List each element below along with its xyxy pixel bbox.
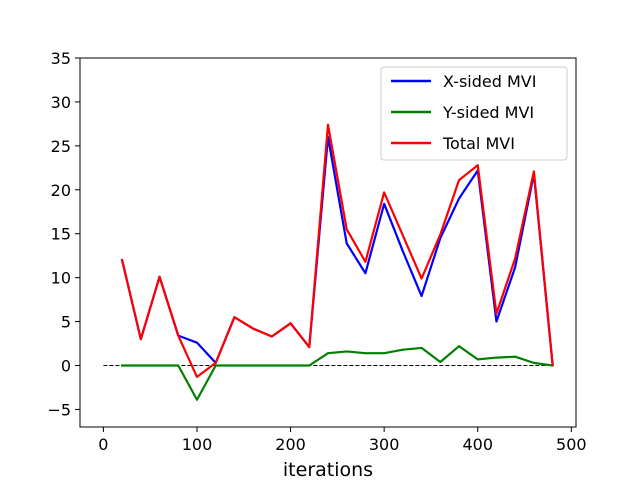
series-line-y-sided-mvi xyxy=(121,345,554,401)
y-tick-label: −5 xyxy=(47,400,71,419)
y-tick-label: 20 xyxy=(51,181,71,200)
y-tick-label: 15 xyxy=(51,225,71,244)
legend-box xyxy=(380,66,568,161)
y-tick-label: 30 xyxy=(51,93,71,112)
x-tick-label: 200 xyxy=(275,435,306,454)
x-axis-title: iterations xyxy=(283,459,373,480)
x-tick-label: 500 xyxy=(556,435,587,454)
x-tick-label: 400 xyxy=(462,435,493,454)
x-tick-label: 0 xyxy=(98,435,108,454)
y-tick-label: 5 xyxy=(61,313,71,332)
y-tick-label: 10 xyxy=(51,269,71,288)
y-tick-label: 25 xyxy=(51,137,71,156)
legend-label: X-sided MVI xyxy=(443,72,536,91)
series-layer xyxy=(120,123,554,401)
y-axis-ticks: −5 0 5 10 15 20 25 30 35 xyxy=(47,49,80,419)
legend-label: Y-sided MVI xyxy=(442,103,534,122)
series-line-total-mvi xyxy=(120,123,554,379)
x-tick-label: 100 xyxy=(182,435,213,454)
y-tick-label: 35 xyxy=(51,49,71,68)
x-tick-label: 300 xyxy=(369,435,400,454)
legend: X-sided MVI Y-sided MVI Total MVI xyxy=(380,66,568,161)
legend-label: Total MVI xyxy=(442,134,515,153)
y-tick-label: 0 xyxy=(61,357,71,376)
plot-frame xyxy=(79,57,577,428)
x-axis-ticks: 0 100 200 300 400 500 xyxy=(98,427,587,454)
